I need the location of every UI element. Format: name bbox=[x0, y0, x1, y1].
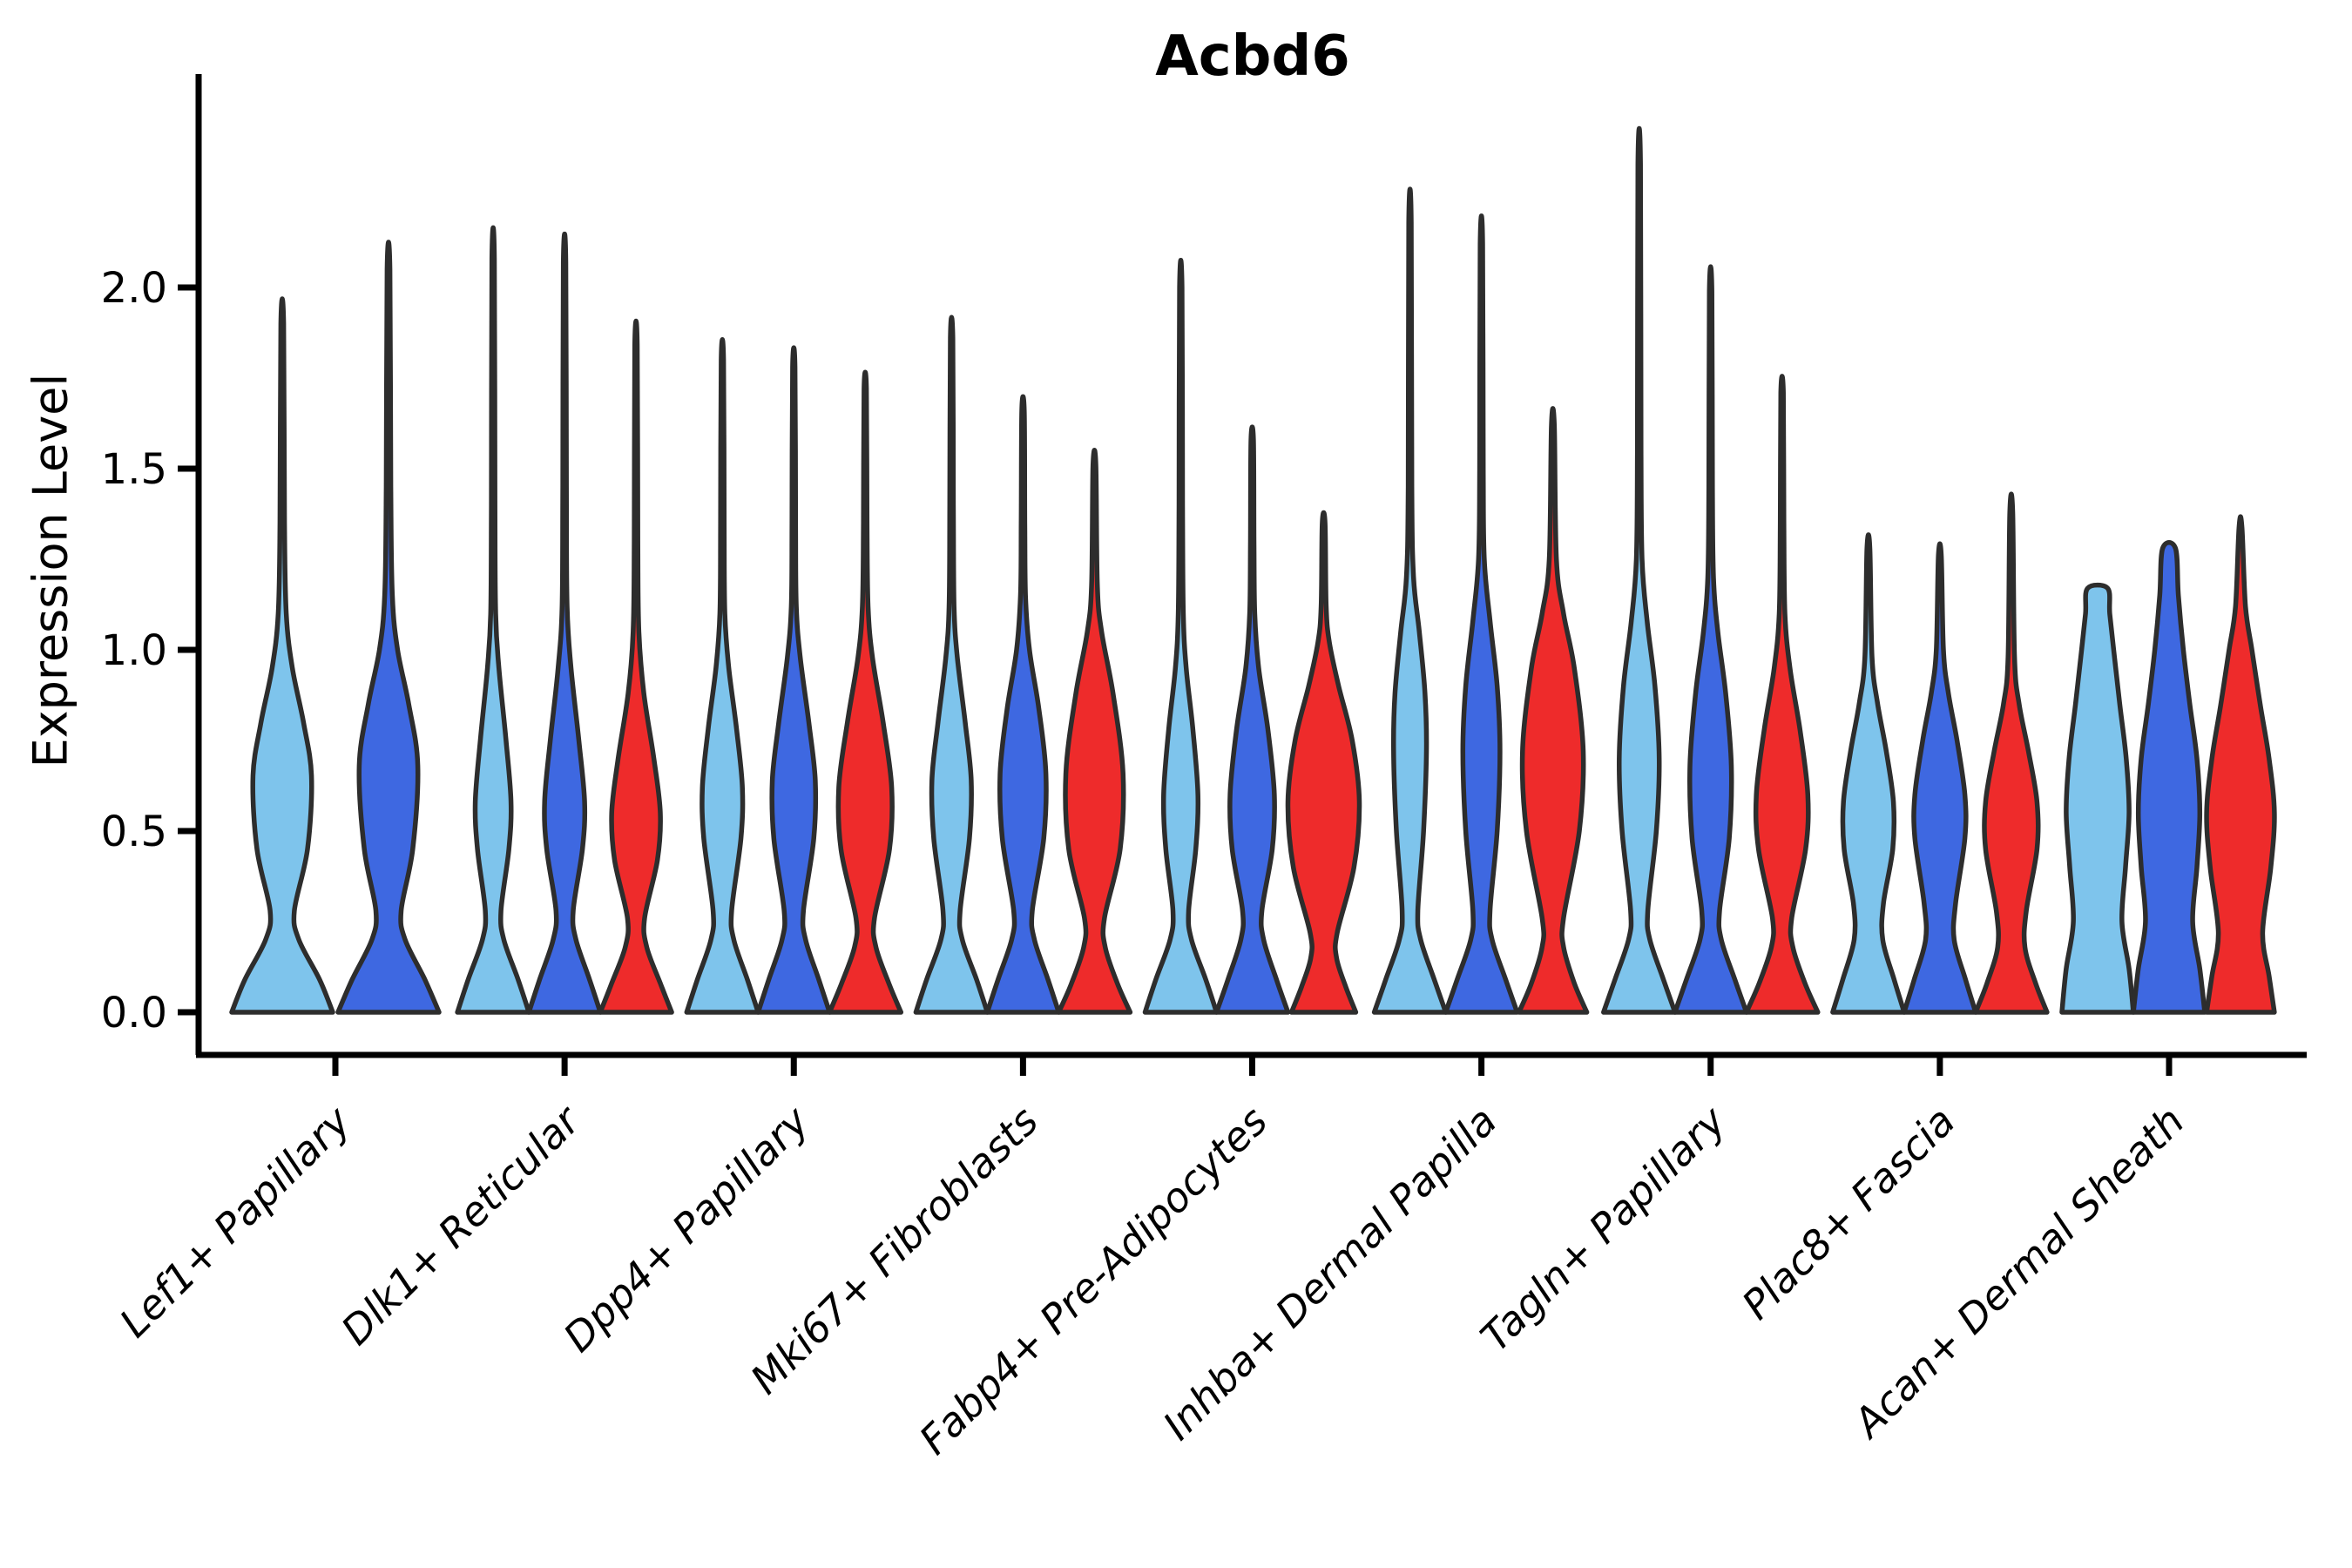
violin-lef1-papillary-sky-blue bbox=[229, 296, 335, 1015]
violin-tagln-papillary-royal-blue bbox=[1673, 264, 1749, 1015]
plot-title: Acbd6 bbox=[1155, 24, 1350, 89]
y-tick-label: 2.0 bbox=[101, 264, 167, 313]
x-axis-label: Lef1+ Papillary bbox=[111, 1097, 360, 1346]
y-tick-label: 0.0 bbox=[101, 989, 167, 1037]
violin-plac8-fascia-sky-blue bbox=[1830, 532, 1907, 1015]
violin-mki67-fibroblasts-red bbox=[1056, 447, 1133, 1015]
violin-plac8-fascia-royal-blue bbox=[1902, 541, 1978, 1015]
violin-tagln-papillary-sky-blue bbox=[1601, 126, 1678, 1015]
violin-plac8-fascia-red bbox=[1973, 491, 2050, 1015]
violin-dlk1-reticular-royal-blue bbox=[526, 231, 603, 1015]
violin-inhba-dermal-papilla-sky-blue bbox=[1371, 186, 1449, 1015]
x-axis-label: Plac8+ Fascia bbox=[1733, 1098, 1963, 1328]
x-axis-label: Tagln+ Papillary bbox=[1471, 1097, 1735, 1361]
x-axis-label: Dlk1+ Reticular bbox=[332, 1095, 591, 1354]
violin-dpp4-papillary-sky-blue bbox=[684, 337, 761, 1015]
violin-acan-dermal-sheath-sky-blue bbox=[2059, 582, 2136, 1015]
y-tick-label: 0.5 bbox=[101, 808, 167, 856]
violin-dpp4-papillary-red bbox=[827, 369, 904, 1015]
violin-dlk1-reticular-sky-blue bbox=[455, 225, 531, 1015]
violin-acan-dermal-sheath-red bbox=[2204, 514, 2277, 1015]
violin-lef1-papillary-royal-blue bbox=[335, 240, 442, 1015]
violin-tagln-papillary-red bbox=[1744, 374, 1821, 1015]
violin-mki67-fibroblasts-sky-blue bbox=[913, 314, 990, 1015]
violin-acan-dermal-sheath-royal-blue bbox=[2131, 540, 2207, 1015]
x-axis-label: Dpp4+ Papillary bbox=[554, 1097, 818, 1361]
violin-inhba-dermal-papilla-red bbox=[1516, 406, 1590, 1015]
y-tick-label: 1.0 bbox=[101, 626, 167, 675]
violin-dpp4-papillary-royal-blue bbox=[755, 345, 833, 1015]
violin-mki67-fibroblasts-royal-blue bbox=[984, 394, 1062, 1015]
violin-fabp4-pre-adipocytes-royal-blue bbox=[1213, 424, 1291, 1015]
violin-fabp4-pre-adipocytes-red bbox=[1285, 510, 1362, 1015]
violin-dlk1-reticular-red bbox=[598, 319, 674, 1015]
violin-fabp4-pre-adipocytes-sky-blue bbox=[1142, 258, 1220, 1015]
violin-inhba-dermal-papilla-royal-blue bbox=[1443, 213, 1520, 1015]
y-tick-label: 1.5 bbox=[101, 445, 167, 494]
